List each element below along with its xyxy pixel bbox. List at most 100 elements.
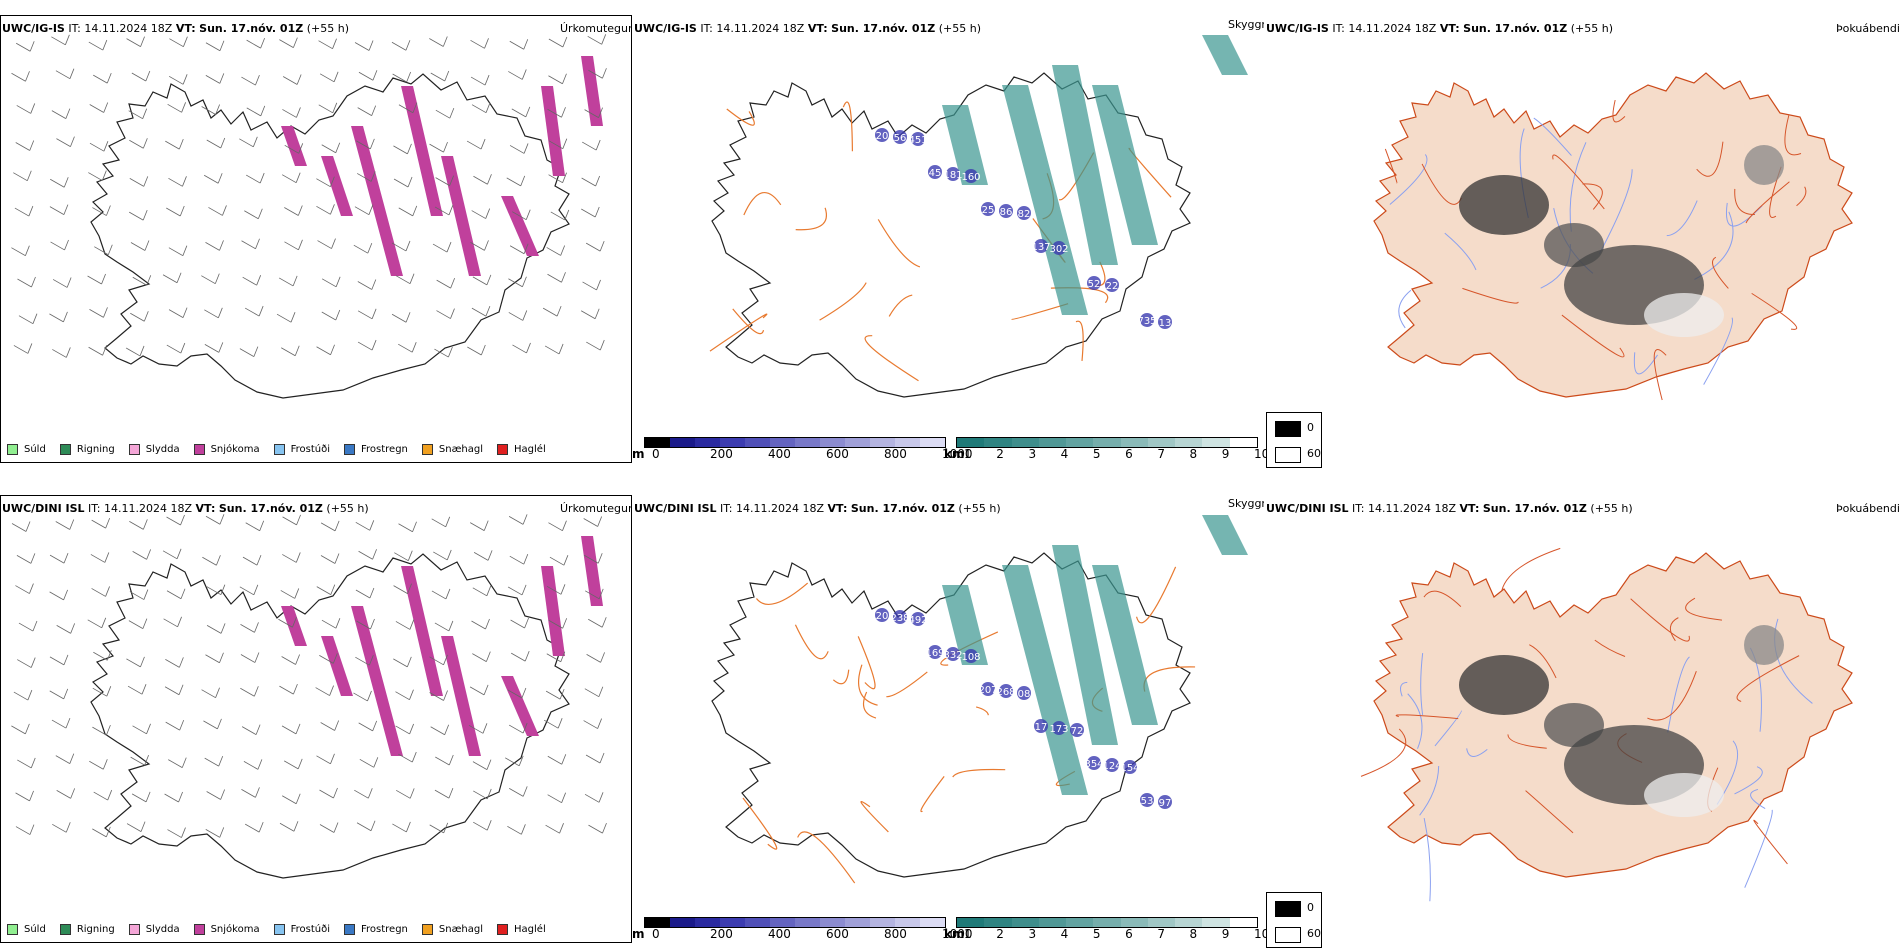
wind-barb (391, 240, 411, 252)
cloud-base-label: 20 (876, 611, 889, 622)
wind-barb (355, 655, 374, 666)
wind-barb (14, 205, 34, 217)
wind-barb (434, 788, 454, 799)
wind-barb (435, 175, 455, 186)
wind-barb (245, 520, 265, 532)
colorbar-tick: 7 (1157, 927, 1165, 941)
wind-barb (11, 521, 31, 532)
low-cloud-patch (999, 684, 1013, 698)
wind-barb (549, 555, 569, 566)
cloud-base-label: 181 (943, 170, 962, 181)
colorbar-tick: 3 (1028, 447, 1037, 461)
wind-barb (15, 140, 35, 151)
wind-barb (244, 305, 264, 317)
road (1736, 655, 1800, 702)
road (1653, 349, 1667, 401)
wind-barb (470, 240, 489, 251)
wind-barb (436, 308, 455, 319)
wind-barb (393, 176, 413, 188)
colorbar-tick: 200 (710, 927, 733, 941)
road (1421, 163, 1462, 205)
legend-swatch (273, 923, 285, 935)
visibility-panel-1: 20 45 25 137 52 735 56 181 86 302 22 13 451 160 82 (632, 15, 1264, 435)
wind-barb (132, 723, 151, 735)
wind-barb (51, 34, 70, 46)
wind-barb (166, 342, 186, 354)
colorbar-cell (1229, 918, 1257, 927)
river (1569, 142, 1587, 232)
wind-barb (316, 204, 335, 215)
legend-item-2: Slydda (128, 443, 180, 455)
wind-barb (316, 344, 335, 356)
road (709, 313, 768, 352)
wind-barb (357, 279, 377, 290)
wind-barb (545, 688, 565, 700)
wind-barb (281, 654, 300, 665)
river (1667, 656, 1690, 733)
wind-barb (49, 654, 69, 666)
wind-barb (239, 584, 259, 596)
low-cloud-patch (928, 645, 942, 659)
wind-barb (398, 205, 418, 217)
wind-barb (201, 687, 220, 699)
wind-barb (88, 345, 107, 356)
colorbar-cell (695, 438, 720, 447)
wind-barb (165, 657, 184, 668)
road (1753, 819, 1788, 865)
low-cloud-patch (1158, 795, 1172, 809)
product-name-2a: Úrkomutegund (560, 502, 642, 515)
cloud-base-colorbar-1: m 0 200 400 600 800 1000 (632, 437, 973, 463)
wind-barb (473, 174, 492, 185)
wind-barb (93, 650, 112, 661)
colorbar-cell (770, 438, 795, 447)
legend-label: Snjókoma (210, 923, 260, 935)
low-cloud-patch (946, 167, 960, 181)
colorbar-cell (820, 918, 845, 927)
wind-barb (321, 618, 341, 629)
colorbar-tick: 8 (1189, 447, 1198, 461)
wind-barb (356, 138, 375, 150)
legend-item-5: Frostregn (344, 923, 408, 935)
wind-barb (282, 793, 301, 805)
colorbar-unit: km (944, 927, 965, 941)
legend-swatch (59, 923, 71, 935)
wind-barb (56, 788, 76, 799)
wind-barb (241, 787, 260, 798)
colorbar-tick: 7 (1157, 447, 1165, 461)
colorbar-tick: 200 (710, 447, 733, 461)
snow-area (581, 536, 603, 606)
wind-barb (279, 683, 298, 695)
wind-barb (585, 240, 605, 252)
wind-barb (17, 757, 36, 769)
wind-barb (470, 520, 489, 531)
legend-label: Slydda (145, 923, 180, 935)
colorbar-cell (1011, 438, 1039, 447)
wind-barb (16, 41, 35, 52)
wind-barb (472, 274, 492, 286)
road (1561, 314, 1625, 358)
colorbar-cell (1038, 918, 1067, 927)
wind-barb (509, 554, 529, 565)
colorbar-cell (1120, 918, 1148, 927)
river (1434, 710, 1462, 747)
wind-barb (281, 345, 300, 357)
wind-barb (508, 514, 528, 525)
colorbar-cell (720, 918, 745, 927)
low-cloud-patch (875, 128, 889, 142)
cloud-base-colorbar-2: m 0 200 400 600 800 1000 (632, 917, 973, 943)
wind-barb (91, 586, 110, 597)
road (1630, 598, 1690, 642)
wind-barb (392, 71, 412, 83)
road (877, 219, 921, 268)
fog-patch (1644, 293, 1724, 337)
colorbar-cell (1120, 438, 1148, 447)
road (795, 207, 827, 231)
colorbar-tick: 9 (1221, 927, 1230, 941)
wind-barb (583, 718, 602, 729)
road (742, 797, 778, 850)
road (819, 282, 867, 321)
wind-barb (434, 620, 454, 632)
wind-barb (49, 552, 69, 564)
fog-label: 60 (1307, 447, 1321, 460)
wind-barb (431, 588, 451, 600)
